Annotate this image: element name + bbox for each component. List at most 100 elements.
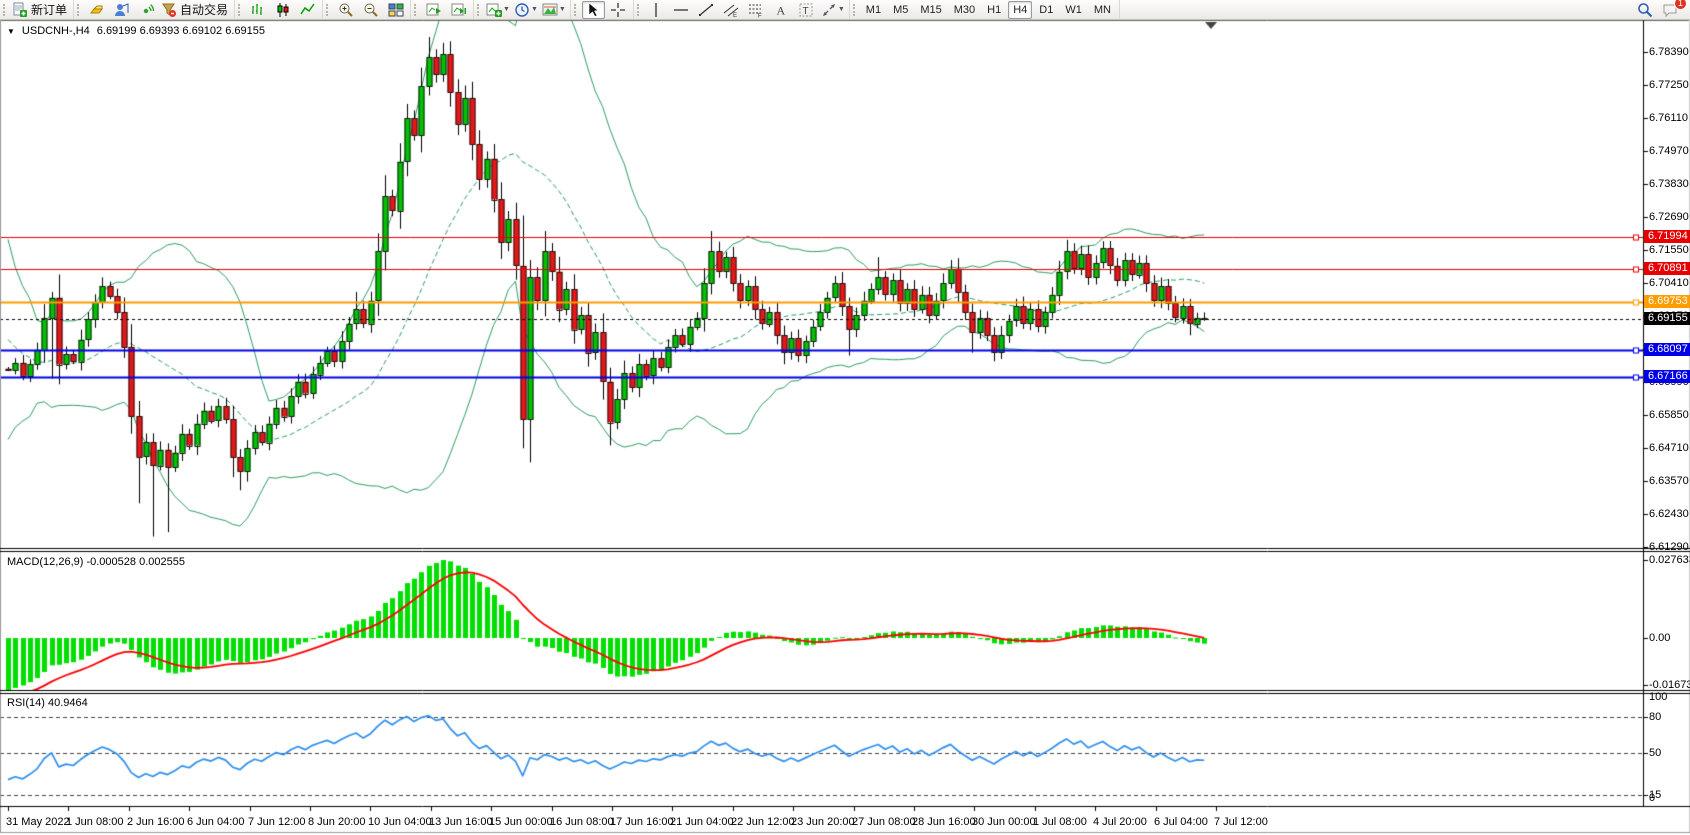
time-axis-label[interactable]: 1 Jun 08:00 — [66, 816, 124, 828]
timeframe-button-m30[interactable]: M30 — [949, 1, 980, 19]
hline-price-label[interactable]: 6.70891 — [1644, 262, 1690, 275]
timeframe-button-mn[interactable]: MN — [1089, 1, 1116, 19]
line-chart-button[interactable] — [296, 1, 319, 19]
time-axis-label[interactable]: 13 Jun 16:00 — [429, 816, 493, 828]
chevron-down-icon[interactable]: ▼ — [503, 6, 510, 13]
svg-text:T: T — [803, 6, 809, 17]
toolbar-group-1: 自动交易 — [74, 0, 236, 19]
chat-button[interactable]: 1 — [1658, 0, 1687, 19]
hline-price-label[interactable]: 6.69753 — [1644, 295, 1690, 308]
period-clock-button[interactable]: ▼ — [513, 1, 539, 19]
toolbar-grip-handle[interactable] — [238, 3, 243, 16]
macd-axis-tick: 0.00 — [1649, 632, 1671, 644]
fibonacci-button[interactable]: F — [745, 1, 768, 19]
time-axis-label[interactable]: 6 Jun 04:00 — [187, 816, 245, 828]
horizontal-line-button[interactable] — [670, 1, 693, 19]
timeframe-button-m1[interactable]: M1 — [861, 1, 886, 19]
time-axis-label[interactable]: 4 Jul 20:00 — [1093, 816, 1147, 828]
copy-trade-button[interactable] — [110, 1, 133, 19]
time-axis-label[interactable]: 1 Jul 08:00 — [1033, 816, 1087, 828]
equidistant-channel-button[interactable]: E — [720, 1, 743, 19]
auto-trading-label: 自动交易 — [180, 3, 229, 17]
timeframe-button-m15[interactable]: M15 — [915, 1, 946, 19]
time-axis-label[interactable]: 7 Jul 12:00 — [1214, 816, 1268, 828]
new-chart-button[interactable]: ▼ — [485, 1, 511, 19]
chart-forward-button[interactable] — [422, 1, 445, 19]
chart-end-button[interactable] — [447, 1, 470, 19]
zoom-out-icon — [363, 2, 379, 18]
time-axis-label[interactable]: 17 Jun 16:00 — [610, 816, 674, 828]
toolbar-grip-handle[interactable] — [3, 3, 8, 16]
timeframe-label: D1 — [1039, 3, 1054, 16]
arrows-button[interactable]: ▼ — [820, 1, 846, 19]
macd-indicator-label: MACD(12,26,9) -0.000528 0.002555 — [7, 556, 185, 568]
toolbar-grip-handle[interactable] — [414, 3, 419, 16]
toolbar-group-4 — [411, 0, 475, 19]
crosshair-icon — [610, 2, 626, 18]
search-button[interactable] — [1633, 1, 1656, 19]
time-axis-label[interactable]: 23 Jun 20:00 — [791, 816, 855, 828]
crosshair-button[interactable] — [607, 1, 630, 19]
price-axis-tick: 6.70410 — [1649, 277, 1689, 289]
timeframe-button-d1[interactable]: D1 — [1034, 1, 1058, 19]
gold-button[interactable] — [85, 1, 108, 19]
toolbar-grip-handle[interactable] — [852, 3, 858, 16]
time-axis-label[interactable]: 16 Jun 08:00 — [550, 816, 614, 828]
timeframe-button-h1[interactable]: H1 — [982, 1, 1006, 19]
time-axis-label[interactable]: 30 Jun 00:00 — [972, 816, 1036, 828]
candlestick-icon — [275, 2, 291, 18]
hline-price-label[interactable]: 6.67166 — [1644, 370, 1690, 383]
zoom-in-button[interactable] — [334, 1, 357, 19]
toolbar-grip-handle[interactable] — [77, 3, 82, 16]
time-axis-label[interactable]: 10 Jun 04:00 — [368, 816, 432, 828]
signals-button[interactable] — [135, 1, 158, 19]
price-axis-tick: 6.73830 — [1649, 178, 1689, 190]
cursor-button[interactable] — [581, 0, 605, 19]
rsi-axis-tick: 0 — [1649, 792, 1656, 804]
chart-dropdown-icon[interactable]: ▼ — [7, 26, 15, 36]
zoom-out-button[interactable] — [359, 1, 382, 19]
chart-title[interactable]: ▼ USDCNH-,H4 6.69199 6.69393 6.69102 6.6… — [7, 25, 265, 37]
price-axis-tick: 6.62430 — [1649, 508, 1689, 520]
timeframe-button-w1[interactable]: W1 — [1060, 1, 1087, 19]
timeframe-button-h4[interactable]: H4 — [1008, 0, 1033, 19]
text-button[interactable]: A — [770, 1, 793, 19]
time-axis-label[interactable]: 7 Jun 12:00 — [248, 816, 306, 828]
time-axis-label[interactable]: 21 Jun 04:00 — [670, 816, 734, 828]
new-order-button[interactable]: 新订单 — [11, 1, 70, 19]
toolbar-grip-handle[interactable] — [636, 3, 642, 16]
tile-windows-button[interactable] — [384, 1, 407, 19]
toolbar-grip-handle[interactable] — [477, 3, 482, 16]
candlestick-button[interactable] — [271, 1, 294, 19]
time-axis-label[interactable]: 27 Jun 08:00 — [852, 816, 916, 828]
vertical-line-button[interactable] — [645, 1, 668, 19]
chevron-down-icon[interactable]: ▼ — [558, 6, 566, 13]
price-axis-tick: 6.72690 — [1649, 211, 1689, 223]
hline-price-label[interactable]: 6.68097 — [1644, 343, 1690, 356]
bar-chart-button[interactable] — [246, 1, 269, 19]
time-axis-label[interactable]: 15 Jun 00:00 — [489, 816, 553, 828]
auto-trading-button[interactable]: 自动交易 — [160, 1, 231, 19]
toolbar-grip-handle[interactable] — [573, 3, 579, 16]
time-axis-label[interactable]: 28 Jun 16:00 — [912, 816, 976, 828]
time-axis-label[interactable]: 2 Jun 16:00 — [127, 816, 185, 828]
time-axis-label[interactable]: 31 May 2022 — [6, 816, 70, 828]
time-axis-label[interactable]: 6 Jul 04:00 — [1154, 816, 1208, 828]
chevron-down-icon[interactable]: ▼ — [837, 6, 845, 13]
chevron-down-icon[interactable]: ▼ — [530, 6, 538, 13]
time-axis-label[interactable]: 22 Jun 12:00 — [731, 816, 795, 828]
toolbar-grip-handle[interactable] — [326, 3, 331, 16]
timeframe-button-m5[interactable]: M5 — [888, 1, 913, 19]
toolbar-group-3 — [323, 0, 412, 19]
time-axis-label[interactable]: 8 Jun 20:00 — [308, 816, 366, 828]
hline-price-label[interactable]: 6.71994 — [1644, 230, 1690, 243]
price-axis-tick: 6.74970 — [1649, 145, 1689, 157]
toolbar-right-section: 1 — [1632, 0, 1690, 19]
trendline-icon — [698, 2, 714, 18]
text-label-button[interactable]: T — [795, 1, 818, 19]
trendline-button[interactable] — [695, 1, 718, 19]
template-image-button[interactable]: ▼ — [541, 1, 567, 19]
current-price-label[interactable]: 6.69155 — [1644, 312, 1690, 325]
